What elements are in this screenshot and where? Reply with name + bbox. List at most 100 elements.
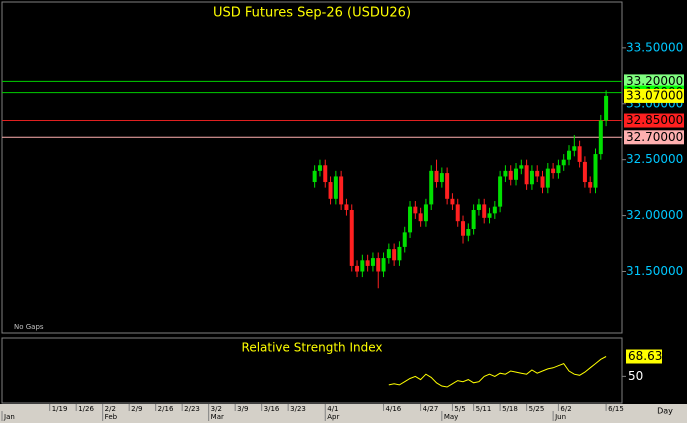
candle-body (535, 170, 540, 177)
candle-body (312, 170, 317, 183)
x-tick-label: 3/23 (290, 405, 306, 413)
x-tick-label: 5/25 (529, 405, 545, 413)
candle-body (466, 229, 471, 236)
candle-body (370, 258, 375, 266)
x-tick-label: 2/16 (158, 405, 174, 413)
candle-body (524, 165, 529, 185)
candle-body (461, 221, 466, 236)
candle-body (561, 159, 566, 166)
level-label: 32.70000 (626, 130, 683, 144)
x-tick-label: 3/16 (264, 405, 280, 413)
candle-body (376, 258, 381, 272)
candle-body (429, 170, 434, 205)
candle-body (418, 213, 423, 222)
y-tick-label: 32.50000 (626, 152, 683, 166)
candle-body (439, 173, 444, 183)
level-label: 33.07000 (626, 88, 683, 102)
candle-body (577, 146, 582, 162)
candle-body (392, 249, 397, 261)
candle-body (365, 260, 370, 266)
candle-body (339, 176, 344, 205)
candle-body (413, 206, 418, 214)
month-label: Jan (3, 413, 15, 421)
candle-body (397, 246, 402, 261)
price-panel (1, 1, 623, 334)
candle-body (551, 168, 556, 174)
candle-body (567, 150, 572, 160)
rsi-line (388, 356, 607, 388)
chart-title: USD Futures Sep-26 (USDU26) (213, 6, 411, 21)
x-tick-label: 5/18 (502, 405, 518, 413)
candle-body (323, 165, 328, 183)
x-tick-label: 5/11 (476, 405, 492, 413)
candle-body (360, 260, 365, 272)
candle-body (402, 232, 407, 247)
candle-body (514, 168, 519, 180)
candle-body (423, 204, 428, 222)
candle-body (529, 170, 534, 185)
x-tick-label: 3/2 (211, 405, 222, 413)
candle-body (593, 154, 598, 188)
x-tick-label: 4/27 (423, 405, 439, 413)
level-label: 32.85000 (626, 113, 683, 127)
x-tick-label: 5/5 (454, 405, 465, 413)
y-tick-label: 31.50000 (626, 264, 683, 278)
candle-body (471, 209, 476, 230)
month-label: Apr (327, 413, 339, 421)
candle-body (333, 176, 338, 199)
candle-body (408, 206, 413, 233)
x-tick-label: 2/2 (105, 405, 116, 413)
rsi-last-box (626, 349, 662, 364)
candle-body (487, 213, 492, 218)
x-tick-label: 4/16 (386, 405, 402, 413)
candle-body (476, 204, 481, 210)
candle-body (582, 161, 587, 183)
x-tick-label: 3/9 (237, 405, 248, 413)
level-label: 33.20000 (626, 74, 683, 88)
candle-body (492, 206, 497, 214)
candle-body (445, 173, 450, 199)
candle-body (355, 265, 360, 272)
candle-body (381, 258, 386, 272)
candle-body (598, 120, 603, 155)
candle-body (519, 165, 524, 169)
month-label: Jun (554, 413, 566, 421)
month-label: May (444, 413, 458, 421)
candle-body (434, 170, 439, 183)
x-tick-label: 2/9 (131, 405, 142, 413)
y-tick-label: 33.50000 (626, 40, 683, 54)
x-tick-label: 1/26 (78, 405, 94, 413)
candle-body (572, 146, 577, 151)
x-tick-label: 6/15 (608, 405, 624, 413)
candle-body (317, 165, 322, 171)
candle-body (503, 170, 508, 177)
candle-body (540, 176, 545, 188)
level-label-box (624, 74, 684, 89)
candle-body (344, 204, 349, 210)
candle-body (604, 95, 609, 121)
y-tick-label: 32.00000 (626, 208, 683, 222)
candle-body (545, 168, 550, 188)
x-tick-label: 4/1 (327, 405, 338, 413)
x-unit: Day (657, 407, 673, 416)
level-label-box (624, 130, 684, 145)
rsi-tick-label: 50 (628, 369, 643, 383)
candle-body (588, 182, 593, 188)
month-label: Mar (211, 413, 224, 421)
month-label: Feb (105, 413, 118, 421)
candle-body (450, 198, 455, 205)
rsi-panel (1, 337, 623, 404)
rsi-title: Relative Strength Index (242, 341, 383, 355)
note: No Gaps (14, 323, 44, 331)
candle-body (556, 165, 561, 174)
candle-body (349, 209, 354, 266)
level-label-box (624, 88, 684, 103)
candle-body (508, 170, 513, 180)
level-label-box (624, 113, 684, 128)
candle-body (482, 204, 487, 218)
candle-body (328, 182, 333, 199)
date-strip (0, 404, 687, 423)
x-tick-label: 1/19 (52, 405, 68, 413)
